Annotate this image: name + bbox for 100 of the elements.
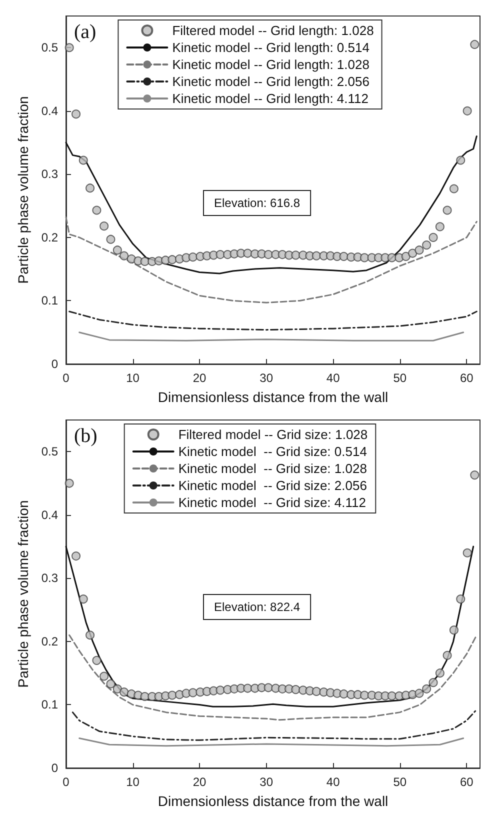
point [339, 689, 348, 698]
x-tick-label: 40 [326, 371, 340, 385]
point [291, 685, 300, 694]
legend-label: Kinetic model -- Grid size: 1.028 [178, 461, 367, 476]
point [264, 250, 273, 260]
annotation: (b) [74, 425, 98, 447]
y-axis-title: Particle phase volume fraction [15, 500, 31, 688]
point [408, 248, 418, 258]
x-tick-label: 60 [460, 371, 474, 385]
y-tick-label: 0.4 [41, 104, 58, 118]
y-axis-title: Particle phase volume fraction [15, 96, 31, 284]
y-tick-label: 0 [51, 761, 58, 775]
y-tick-label: 0.1 [41, 294, 58, 308]
legend-label: Kinetic model -- Grid length: 0.514 [172, 40, 370, 55]
line-series [78, 738, 464, 747]
annotation: (a) [74, 21, 96, 43]
point [414, 246, 424, 255]
point [188, 688, 198, 698]
point [216, 250, 225, 260]
annotation: Elevation: 616.8 [214, 196, 300, 210]
point [422, 684, 432, 694]
x-axis-title: Dimensionless distance from the wall [158, 793, 388, 809]
point [78, 594, 88, 604]
point [106, 679, 116, 688]
x-tick-label: 50 [393, 371, 407, 385]
point [100, 222, 109, 231]
point [442, 206, 452, 215]
point [112, 246, 122, 255]
x-axis-title: Dimensionless distance from the wall [158, 389, 388, 405]
point [188, 252, 198, 262]
line-series [68, 634, 478, 721]
point [414, 688, 424, 698]
line-series [68, 310, 478, 331]
point [470, 470, 480, 480]
x-tick-label: 20 [192, 775, 207, 789]
y-tick-label: 0.2 [41, 230, 58, 244]
x-tick-label: 0 [62, 775, 70, 789]
point [120, 688, 129, 697]
point [435, 668, 444, 678]
y-tick-label: 0.4 [41, 508, 58, 522]
x-tick-label: 30 [260, 371, 274, 385]
point [462, 548, 472, 558]
legend-label: Filtered model -- Grid size: 1.028 [178, 427, 368, 442]
point [100, 672, 109, 681]
legend-label: Kinetic model -- Grid size: 0.514 [178, 444, 367, 459]
point [168, 690, 177, 700]
point [449, 184, 458, 194]
point [243, 684, 252, 693]
point [72, 110, 81, 119]
point [462, 106, 472, 116]
legend-label: Kinetic model -- Grid size: 2.056 [178, 478, 367, 493]
point [360, 690, 369, 700]
point [112, 684, 122, 694]
legend-label: Kinetic model -- Grid size: 4.112 [178, 495, 366, 510]
y-tick-label: 0.5 [41, 444, 58, 459]
point [339, 252, 348, 261]
line-series [78, 332, 464, 342]
point [106, 234, 116, 244]
legend-label: Kinetic model -- Grid length: 2.056 [172, 74, 370, 89]
x-tick-label: 50 [393, 775, 407, 789]
point [78, 156, 88, 165]
line-series [65, 216, 478, 304]
point [387, 691, 396, 700]
point [456, 156, 466, 165]
point [442, 650, 452, 660]
line-series [65, 546, 474, 708]
x-tick-label: 0 [62, 371, 70, 385]
y-tick-label: 0.3 [41, 167, 58, 182]
point [92, 656, 102, 665]
annotation: Elevation: 822.4 [214, 600, 300, 614]
y-tick-label: 0.3 [41, 571, 58, 586]
x-tick-label: 30 [260, 775, 274, 789]
y-tick-label: 0.1 [41, 698, 58, 712]
point [456, 594, 466, 604]
point [428, 678, 438, 688]
legend-label: Kinetic model -- Grid length: 1.028 [172, 57, 370, 72]
legend-label: Filtered model -- Grid length: 1.028 [172, 23, 374, 38]
line-series [72, 710, 476, 741]
line-series [65, 135, 478, 274]
point [86, 184, 95, 193]
point [449, 626, 458, 635]
point [120, 251, 129, 260]
point [428, 232, 438, 242]
point [92, 206, 102, 215]
point [140, 257, 150, 266]
point [291, 250, 300, 260]
point [64, 478, 74, 488]
point [360, 253, 369, 262]
x-tick-label: 10 [126, 371, 140, 385]
y-tick-label: 0 [51, 357, 58, 371]
x-tick-label: 20 [192, 371, 207, 385]
point [312, 686, 321, 696]
point [470, 40, 480, 49]
point [140, 692, 150, 701]
x-tick-label: 60 [460, 775, 474, 789]
point [168, 255, 177, 264]
point [435, 222, 444, 232]
point [72, 552, 81, 561]
point [264, 683, 273, 692]
y-tick-label: 0.2 [41, 634, 58, 648]
